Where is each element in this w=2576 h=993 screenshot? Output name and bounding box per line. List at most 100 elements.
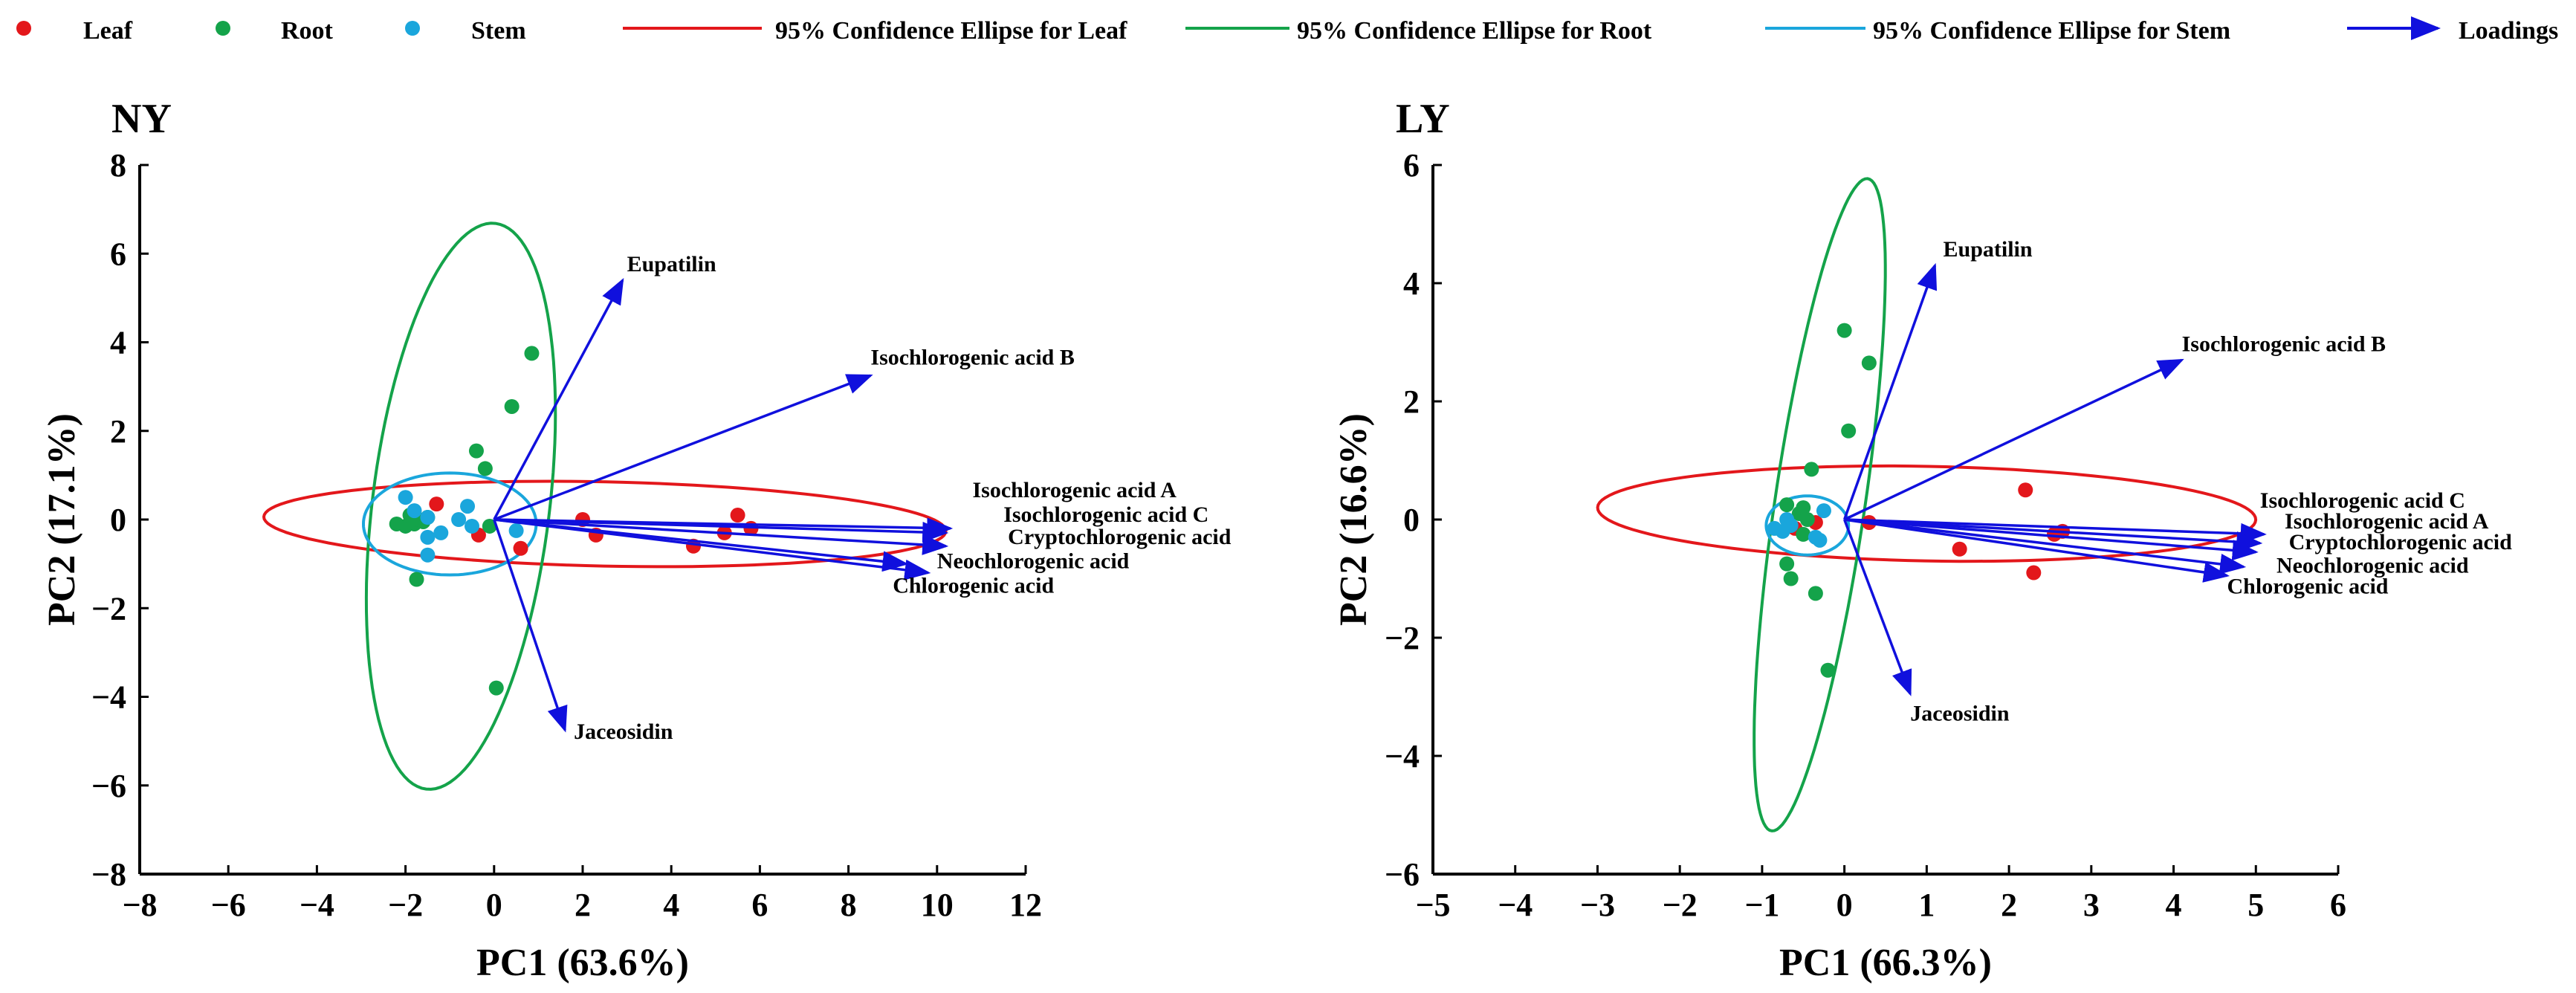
point-root: [477, 461, 493, 476]
point-root: [524, 346, 540, 361]
point-stem: [433, 525, 449, 540]
y-tick-label: −6: [91, 768, 126, 804]
y-tick-label: −2: [1385, 620, 1420, 656]
confidence-ellipse-stem: [361, 471, 538, 577]
point-stem: [508, 523, 524, 538]
loading-arrow-isochlorogenic-acid-c: [493, 518, 949, 543]
point-root: [468, 443, 484, 459]
loading-label-isochlorogenic-acid-c: Isochlorogenic acid C: [1003, 502, 1208, 527]
confidence-ellipse-root: [364, 221, 557, 791]
y-tick-label: −4: [1385, 738, 1420, 774]
point-leaf: [2018, 482, 2033, 498]
x-tick-label: −2: [1663, 887, 1698, 923]
point-root: [1804, 462, 1819, 477]
y-tick-label: 0: [1403, 502, 1420, 538]
legend-leaf-marker: [16, 21, 31, 36]
point-root: [482, 518, 497, 534]
y-tick-label: 2: [110, 413, 126, 450]
point-stem: [1783, 517, 1799, 533]
panel-title-ny: NY: [111, 96, 172, 142]
x-ticks-ly: −5 −4 −3 −2 −1 0 1 2 3 4 5 6: [1415, 865, 2346, 923]
y-axis-label-ly: PC2 (16.6%): [1333, 413, 1375, 626]
y-ticks-ny: −8 −6 −4 −2 0 2 4 6 8: [91, 147, 149, 893]
loading-arrow-eupatilin: [493, 277, 624, 520]
point-stem: [407, 503, 422, 519]
y-tick-label: 6: [1403, 147, 1420, 184]
confidence-ellipse-root: [1753, 177, 1887, 832]
point-stem: [420, 529, 436, 545]
loading-arrow-jaceosidin: [1842, 519, 1912, 696]
loading-label-cryptochlorogenic-acid: Cryptochlorogenic acid: [1008, 525, 1232, 549]
x-tick-label: 2: [575, 887, 591, 923]
loading-label-eupatilin: Eupatilin: [627, 252, 716, 276]
point-stem: [420, 510, 436, 525]
loading-label-isochlorogenic-acid-b: Isochlorogenic acid B: [870, 345, 1074, 369]
point-leaf: [2026, 565, 2042, 580]
confidence-ellipse-stem: [1764, 494, 1851, 557]
point-root: [1836, 323, 1852, 338]
point-stem: [460, 499, 476, 514]
x-tick-label: 2: [2001, 887, 2017, 923]
y-tick-label: −4: [91, 679, 126, 716]
x-tick-label: 5: [2247, 887, 2264, 923]
plot-area-ly: Eupatilin Isochlorogenic acid B Isochlorog…: [1596, 177, 2513, 832]
point-root: [1841, 423, 1857, 439]
point-root: [1779, 497, 1795, 513]
point-stem: [398, 490, 413, 505]
y-tick-label: 0: [110, 502, 126, 538]
confidence-ellipse-leaf: [1596, 464, 2258, 563]
legend-ellipse-leaf-label: 95% Confidence Ellipse for Leaf: [775, 17, 1127, 45]
x-tick-label: −3: [1580, 887, 1615, 923]
point-stem: [1812, 532, 1828, 548]
loading-arrow-isochlorogenic-acid-b: [1843, 358, 2184, 521]
x-tick-label: 12: [1009, 887, 1042, 923]
legend-root-label: Root: [281, 17, 334, 45]
x-axis-label-ly: PC1 (66.3%): [1779, 942, 1992, 984]
y-axis-label-ny: PC2 (17.1%): [41, 413, 83, 626]
loading-label-jaceosidin: Jaceosidin: [574, 719, 673, 744]
legend-stem-label: Stem: [471, 17, 526, 45]
loading-label-isochlorogenic-acid-b: Isochlorogenic acid B: [2182, 331, 2386, 356]
x-tick-label: −8: [122, 887, 157, 923]
y-tick-label: 6: [110, 236, 126, 272]
point-root: [1796, 526, 1811, 542]
point-root: [1779, 556, 1795, 572]
point-root: [1799, 512, 1815, 527]
point-root: [504, 398, 520, 414]
loading-label-eupatilin: Eupatilin: [1944, 237, 2033, 262]
point-root: [488, 680, 504, 696]
panel-ly: LY −5 −4 −3 −2 −1 0 1 2 3 4 5 6 −6 −4 −2 0 2 4 6 PC1 (66.…: [1333, 96, 2512, 984]
plot-area-ny: Eupatilin Isochlorogenic acid B Isochlorog…: [262, 221, 1232, 791]
x-tick-label: 10: [921, 887, 954, 923]
x-tick-label: 1: [1918, 887, 1935, 923]
point-root: [1808, 586, 1823, 601]
loading-label-chlorogenic-acid: Chlorogenic acid: [2227, 574, 2389, 598]
x-tick-label: 3: [2083, 887, 2100, 923]
point-root: [409, 572, 424, 587]
panel-title-ly: LY: [1396, 96, 1450, 142]
loading-label-neochlorogenic-acid: Neochlorogenic acid: [2276, 554, 2469, 578]
point-leaf: [429, 496, 444, 512]
point-stem: [451, 512, 467, 527]
loading-label-chlorogenic-acid: Chlorogenic acid: [893, 573, 1054, 598]
loading-label-isochlorogenic-acid-a: Isochlorogenic acid A: [2285, 509, 2489, 534]
legend: Leaf Root Stem 95% Confidence Ellipse fo…: [16, 16, 2558, 45]
x-tick-label: 0: [486, 887, 502, 923]
point-stem: [465, 518, 479, 534]
point-stem: [420, 547, 436, 563]
x-ticks-ny: −8 −6 −4 −2 0 2 4 6 8 10 12: [122, 865, 1042, 923]
y-tick-label: 4: [110, 325, 126, 361]
legend-ellipse-root-label: 95% Confidence Ellipse for Root: [1297, 17, 1652, 45]
point-stem: [1816, 503, 1831, 519]
point-root: [1796, 500, 1811, 516]
x-tick-label: −4: [1498, 887, 1533, 923]
legend-stem-marker: [405, 21, 420, 36]
legend-loadings-label: Loadings: [2459, 17, 2558, 45]
y-tick-label: −8: [91, 856, 126, 893]
x-tick-label: 8: [841, 887, 857, 923]
loading-label-cryptochlorogenic-acid: Cryptochlorogenic acid: [2289, 530, 2513, 554]
loading-label-isochlorogenic-acid-c: Isochlorogenic acid C: [2260, 488, 2465, 513]
x-tick-label: −4: [300, 887, 334, 923]
confidence-ellipse-leaf: [262, 479, 948, 569]
point-leaf: [513, 540, 528, 556]
